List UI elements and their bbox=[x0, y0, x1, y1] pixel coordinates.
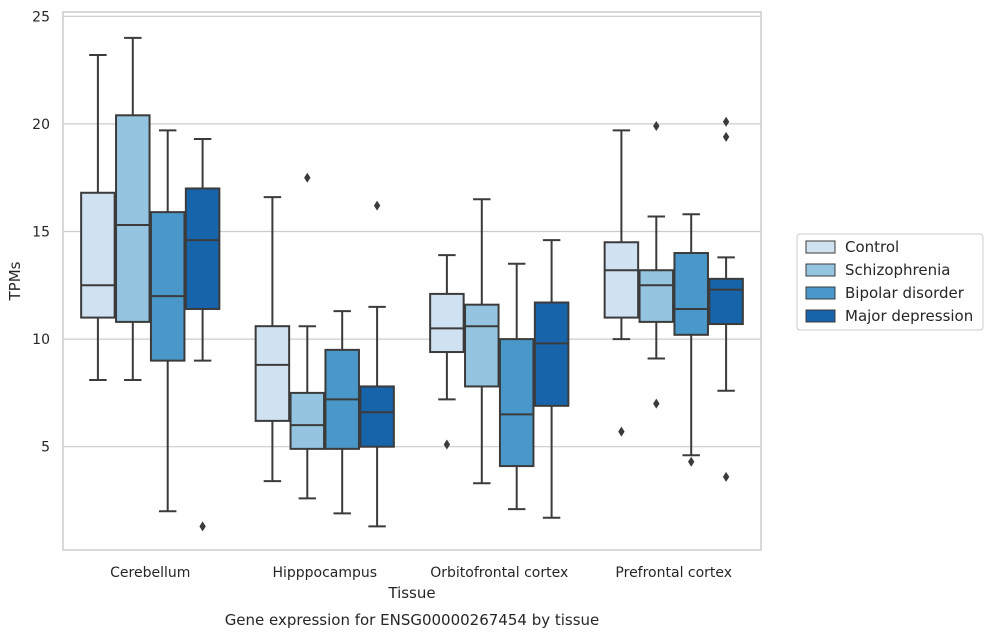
legend-swatch bbox=[805, 263, 836, 277]
legend-item: Major depression bbox=[805, 307, 973, 325]
y-tick-label: 10 bbox=[32, 332, 50, 348]
series-schizophrenia bbox=[115, 36, 675, 500]
y-tick-label: 5 bbox=[41, 440, 50, 456]
x-tick-label: Prefrontal cortex bbox=[615, 565, 732, 581]
outlier-point bbox=[688, 456, 695, 467]
box-group bbox=[324, 310, 360, 515]
legend-label: Control bbox=[845, 238, 899, 256]
legend-swatch bbox=[805, 286, 836, 300]
box-group bbox=[359, 200, 395, 528]
box-group bbox=[498, 262, 535, 511]
chart-caption: Gene expression for ENSG00000267454 by t… bbox=[225, 611, 600, 629]
box bbox=[533, 301, 570, 407]
box-group bbox=[149, 129, 186, 513]
series-major-depression bbox=[184, 116, 744, 532]
plot-frame bbox=[62, 11, 762, 551]
y-tick-labels: 5 10 15 20 25 bbox=[32, 9, 50, 455]
box bbox=[638, 269, 675, 323]
box-group bbox=[184, 137, 221, 532]
legend-items: Control Schizophrenia Bipolar disorder Majo… bbox=[805, 238, 973, 325]
box-group bbox=[464, 198, 500, 485]
legend-swatch bbox=[805, 240, 836, 254]
outlier-point bbox=[722, 471, 730, 482]
legend-frame bbox=[796, 233, 984, 331]
outlier-point bbox=[653, 398, 660, 409]
legend-item: Bipolar disorder bbox=[805, 284, 965, 302]
box-group bbox=[254, 196, 291, 483]
outlier-point bbox=[722, 131, 730, 142]
box bbox=[708, 277, 744, 326]
y-tick-label: 25 bbox=[32, 9, 50, 25]
legend-item: Control bbox=[805, 238, 899, 256]
box-group bbox=[603, 129, 640, 437]
box-group bbox=[533, 239, 570, 519]
box-group bbox=[80, 54, 116, 381]
legend-swatch bbox=[805, 309, 836, 323]
outlier-point bbox=[443, 439, 451, 450]
x-axis-label: Tissue bbox=[387, 584, 435, 602]
series-bipolar-disorder bbox=[149, 129, 709, 515]
box-group bbox=[708, 116, 744, 482]
box bbox=[498, 338, 535, 468]
box bbox=[149, 211, 186, 362]
legend: Control Schizophrenia Bipolar disorder Majo… bbox=[796, 233, 984, 331]
outlier-point bbox=[304, 172, 311, 183]
box bbox=[359, 385, 395, 448]
box-group bbox=[429, 254, 465, 450]
series-control bbox=[80, 54, 640, 483]
box bbox=[184, 187, 221, 310]
box bbox=[603, 241, 640, 319]
legend-label: Schizophrenia bbox=[845, 261, 950, 279]
outlier-point bbox=[722, 116, 730, 127]
box bbox=[464, 303, 500, 388]
y-tick-label: 15 bbox=[32, 225, 50, 241]
legend-label: Major depression bbox=[845, 307, 973, 325]
x-tick-label: Orbitofrontal cortex bbox=[430, 565, 568, 581]
legend-label: Bipolar disorder bbox=[845, 284, 965, 302]
box bbox=[289, 391, 326, 450]
legend-item: Schizophrenia bbox=[805, 261, 950, 279]
box-group bbox=[638, 121, 675, 409]
y-axis-label: TPMs bbox=[6, 261, 24, 301]
outlier-point bbox=[199, 521, 206, 532]
x-tick-labels: Cerebellum Hipppocampus Orbitofrontal cort… bbox=[110, 565, 732, 581]
box-group bbox=[289, 172, 326, 500]
box bbox=[254, 325, 291, 422]
box-group bbox=[673, 213, 709, 467]
outlier-point bbox=[618, 426, 625, 437]
box-group bbox=[115, 36, 151, 381]
box bbox=[115, 114, 151, 323]
box bbox=[80, 191, 116, 319]
box bbox=[673, 252, 709, 336]
box bbox=[429, 292, 465, 354]
x-tick-label: Cerebellum bbox=[110, 565, 190, 581]
outlier-point bbox=[373, 200, 381, 211]
outlier-point bbox=[653, 121, 660, 132]
x-tick-label: Hipppocampus bbox=[272, 565, 377, 581]
box-series-layer bbox=[80, 36, 744, 532]
y-tick-label: 20 bbox=[32, 117, 50, 133]
